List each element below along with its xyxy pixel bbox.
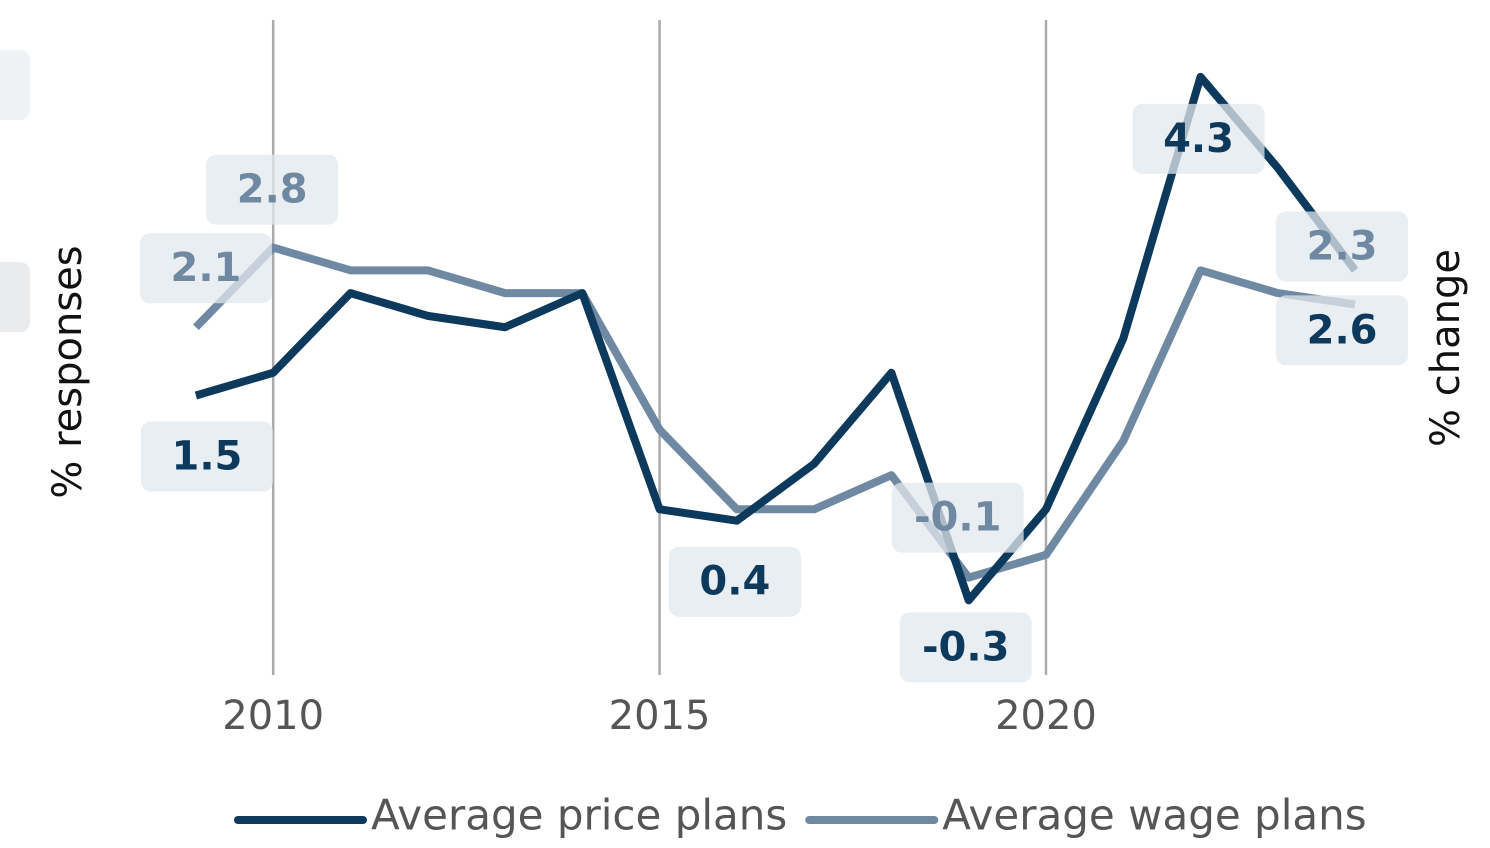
x-tick-label: 2010: [222, 693, 324, 739]
legend-label: Average price plans: [371, 791, 787, 840]
data-label-box: [668, 546, 801, 617]
data-label: -0.3: [922, 624, 1009, 670]
data-label-box: [206, 154, 339, 225]
y2-axis-label: % change: [1423, 249, 1469, 447]
clipped-label-box: [0, 262, 30, 332]
data-label: 2.6: [1307, 307, 1378, 353]
y-axis-label: % responses: [45, 245, 91, 498]
data-label-box: [891, 482, 1024, 553]
clipped-label-box: [0, 50, 30, 120]
data-label: 2.8: [237, 167, 308, 213]
data-label: 0.4: [699, 559, 770, 605]
data-label: 1.5: [171, 434, 242, 480]
data-label: -0.1: [914, 495, 1001, 541]
data-label-box: [140, 421, 273, 492]
data-label-box: [1276, 211, 1409, 282]
data-label: 2.1: [170, 245, 241, 291]
x-tick-label: 2020: [995, 693, 1097, 739]
series-line: [194, 72, 1359, 605]
series-line: [193, 243, 1356, 582]
x-tick-label: 2015: [609, 693, 711, 739]
data-label-box: [1132, 103, 1265, 174]
data-label: 2.3: [1307, 223, 1378, 269]
data-label-box: [139, 233, 272, 304]
data-label-box: [1276, 295, 1409, 366]
data-label: 4.3: [1163, 116, 1234, 162]
legend-label: Average wage plans: [942, 791, 1366, 840]
data-label-box: [899, 612, 1032, 683]
